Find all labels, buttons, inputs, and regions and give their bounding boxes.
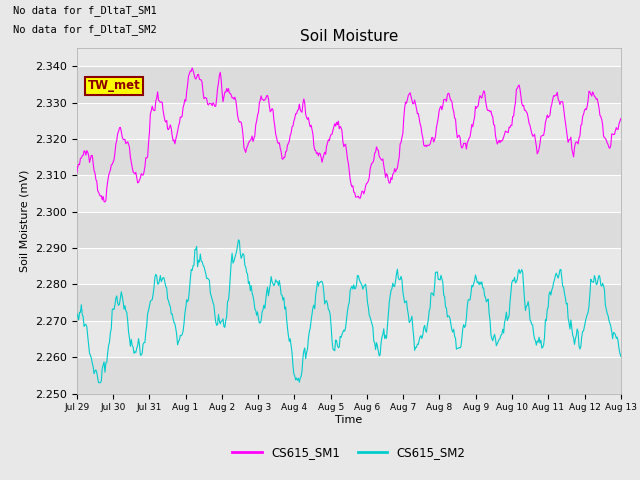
Text: No data for f_DltaT_SM2: No data for f_DltaT_SM2 — [13, 24, 157, 35]
Text: TW_met: TW_met — [88, 80, 140, 93]
Bar — [77, 66, 621, 103]
Bar — [77, 175, 621, 212]
X-axis label: Time: Time — [335, 415, 362, 425]
Bar — [77, 357, 621, 394]
Bar — [77, 212, 621, 248]
Legend: CS615_SM1, CS615_SM2: CS615_SM1, CS615_SM2 — [227, 441, 470, 464]
Bar — [77, 103, 621, 139]
Y-axis label: Soil Moisture (mV): Soil Moisture (mV) — [20, 169, 29, 272]
Title: Soil Moisture: Soil Moisture — [300, 29, 398, 44]
Bar — [77, 139, 621, 175]
Bar — [77, 321, 621, 357]
Bar — [77, 248, 621, 285]
Bar — [77, 285, 621, 321]
Text: No data for f_DltaT_SM1: No data for f_DltaT_SM1 — [13, 5, 157, 16]
